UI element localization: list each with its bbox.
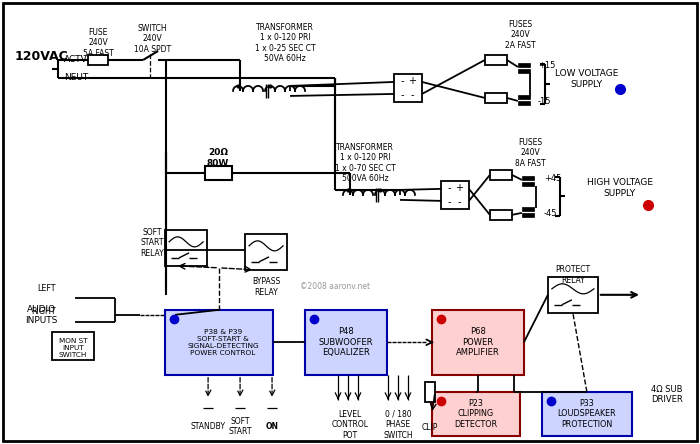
Bar — [518, 95, 530, 99]
Text: 0 / 180
PHASE
SWITCH: 0 / 180 PHASE SWITCH — [383, 410, 413, 440]
Bar — [305, 310, 387, 375]
Text: RIGHT: RIGHT — [32, 307, 56, 316]
Text: ©2008 aaronv.net: ©2008 aaronv.net — [300, 282, 370, 291]
Bar — [522, 213, 534, 217]
Circle shape — [61, 291, 75, 305]
Text: -45: -45 — [544, 210, 557, 218]
Text: ON: ON — [265, 422, 279, 431]
Polygon shape — [203, 408, 213, 415]
Bar — [165, 310, 273, 375]
Text: -: - — [410, 90, 414, 100]
Bar — [205, 166, 232, 180]
Text: AUDIO
INPUTS: AUDIO INPUTS — [25, 305, 57, 325]
Bar — [394, 74, 422, 102]
Text: 120VAC: 120VAC — [14, 51, 68, 63]
Text: TRANSFORMER
1 x 0-120 PRI
1 x 0-25 SEC CT
50VA 60Hz: TRANSFORMER 1 x 0-120 PRI 1 x 0-25 SEC C… — [255, 23, 316, 63]
Text: LOW VOLTAGE
SUPPLY: LOW VOLTAGE SUPPLY — [555, 69, 619, 89]
Bar — [165, 230, 207, 266]
Bar — [52, 332, 94, 360]
Bar — [522, 207, 534, 211]
Text: SOFT
START: SOFT START — [228, 417, 252, 436]
Bar — [432, 392, 520, 436]
Text: LEFT: LEFT — [38, 284, 56, 293]
Polygon shape — [267, 408, 277, 415]
Text: P38 & P39
SOFT-START &
SIGNAL-DETECTING
POWER CONTROL: P38 & P39 SOFT-START & SIGNAL-DETECTING … — [188, 329, 259, 356]
Text: -: - — [447, 197, 451, 207]
Text: -: - — [447, 183, 451, 193]
Text: FUSES
240V
2A FAST: FUSES 240V 2A FAST — [505, 20, 536, 50]
Bar — [522, 182, 534, 186]
Bar — [542, 392, 632, 436]
Text: P23
CLIPPING
DETECTOR: P23 CLIPPING DETECTOR — [454, 399, 498, 428]
Bar — [518, 69, 530, 73]
Bar — [441, 181, 469, 209]
Bar — [245, 234, 287, 270]
Bar — [425, 382, 435, 402]
Text: P68
POWER
AMPLIFIER: P68 POWER AMPLIFIER — [456, 327, 500, 357]
Bar — [490, 170, 512, 180]
Text: MON ST
INPUT
SWITCH: MON ST INPUT SWITCH — [59, 338, 88, 358]
Text: TRANSFORMER
1 x 0-120 PRI
1 x 0-70 SEC CT
500VA 60Hz: TRANSFORMER 1 x 0-120 PRI 1 x 0-70 SEC C… — [335, 143, 395, 183]
Text: 20Ω
80W: 20Ω 80W — [207, 148, 229, 167]
Bar — [485, 93, 507, 103]
Text: -15: -15 — [538, 97, 552, 107]
Text: -: - — [457, 197, 461, 207]
Text: +: + — [455, 183, 463, 193]
Text: STANDBY: STANDBY — [190, 422, 225, 431]
Text: NEUT: NEUT — [64, 73, 88, 83]
Text: CLIP: CLIP — [422, 423, 438, 432]
Text: HIGH VOLTAGE
SUPPLY: HIGH VOLTAGE SUPPLY — [587, 178, 653, 198]
Text: LEVEL
CONTROL
POT: LEVEL CONTROL POT — [332, 410, 368, 440]
Text: PROTECT
RELAY: PROTECT RELAY — [555, 265, 590, 285]
Text: FUSES
240V
8A FAST: FUSES 240V 8A FAST — [514, 138, 545, 168]
Bar — [88, 55, 108, 65]
Text: -: - — [400, 90, 404, 100]
Text: FUSE
240V
5A FAST: FUSE 240V 5A FAST — [83, 28, 113, 58]
Text: ACTV: ACTV — [64, 56, 88, 64]
Text: -: - — [400, 76, 404, 86]
Text: 4Ω SUB
DRIVER: 4Ω SUB DRIVER — [651, 385, 682, 404]
Text: P48
SUBWOOFER
EQUALIZER: P48 SUBWOOFER EQUALIZER — [318, 327, 373, 357]
Text: +45: +45 — [544, 174, 561, 183]
Bar — [518, 63, 530, 67]
Polygon shape — [645, 260, 682, 360]
Text: SWITCH
240V
10A SPDT: SWITCH 240V 10A SPDT — [134, 24, 171, 54]
Bar — [432, 310, 524, 375]
Text: SOFT
START
RELAY: SOFT START RELAY — [140, 228, 164, 258]
Bar — [485, 55, 507, 65]
Text: BYPASS
RELAY: BYPASS RELAY — [252, 277, 280, 297]
Text: +: + — [408, 76, 416, 86]
Text: +15: +15 — [538, 61, 555, 71]
Bar — [490, 210, 512, 220]
Bar — [518, 101, 530, 105]
Circle shape — [61, 315, 75, 329]
Bar — [522, 176, 534, 180]
Polygon shape — [235, 408, 245, 415]
Bar — [548, 277, 598, 313]
Text: P33
LOUDSPEAKER
PROTECTION: P33 LOUDSPEAKER PROTECTION — [557, 399, 616, 428]
